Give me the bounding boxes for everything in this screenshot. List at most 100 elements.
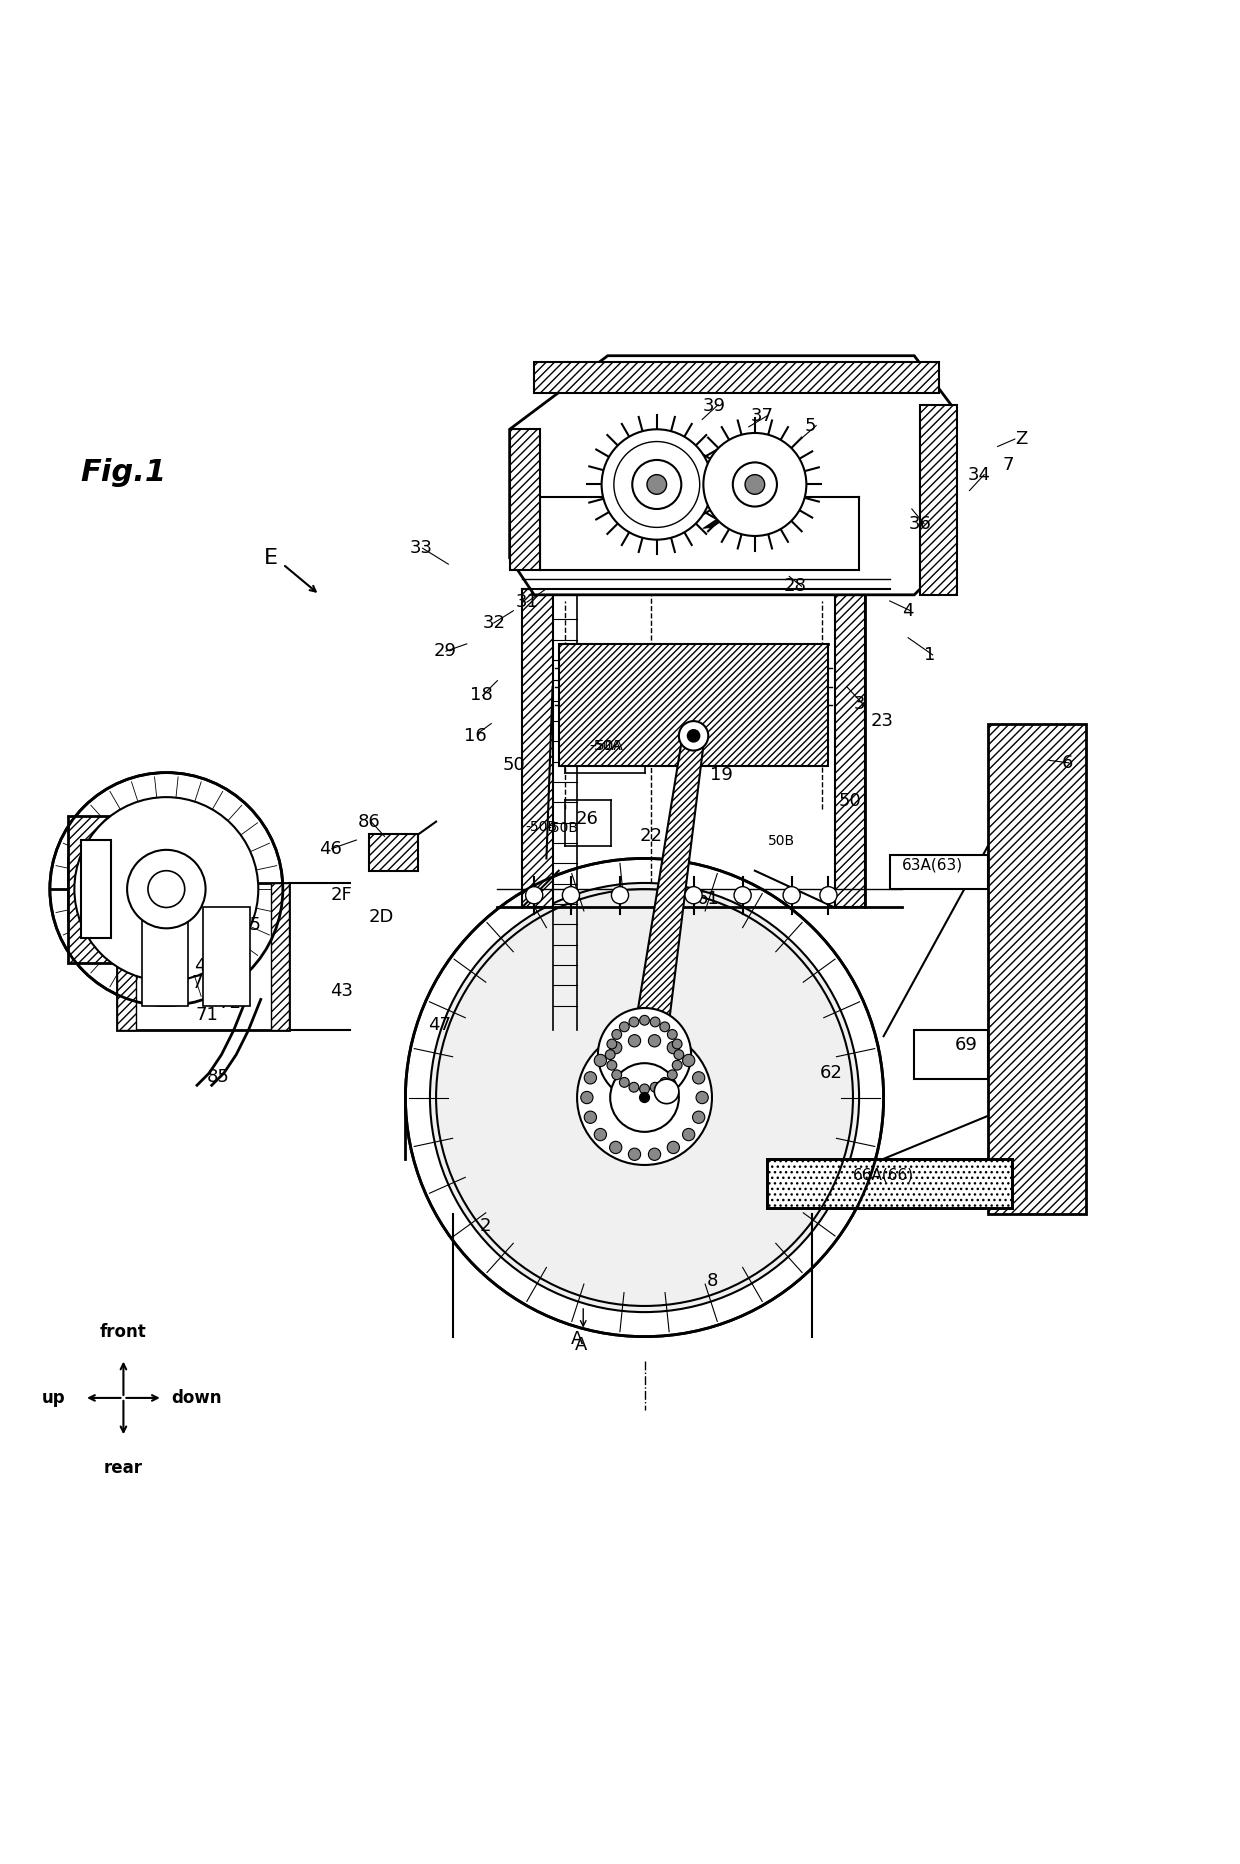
Bar <box>559 643 828 766</box>
Text: 44: 44 <box>195 958 217 975</box>
Text: A: A <box>574 1336 587 1355</box>
Text: A: A <box>570 1331 583 1348</box>
Text: up: up <box>42 1389 66 1407</box>
Circle shape <box>678 721 708 751</box>
Circle shape <box>128 850 206 928</box>
Circle shape <box>733 462 777 507</box>
Bar <box>534 362 939 393</box>
Circle shape <box>696 1092 708 1103</box>
Text: 50: 50 <box>838 792 861 809</box>
Text: -50B: -50B <box>547 820 578 835</box>
Bar <box>118 884 289 1031</box>
Polygon shape <box>510 356 951 595</box>
Text: 32: 32 <box>482 613 505 632</box>
Text: down: down <box>172 1389 222 1407</box>
Circle shape <box>584 1072 596 1085</box>
Text: 72: 72 <box>218 994 242 1012</box>
Circle shape <box>667 1042 680 1053</box>
Bar <box>368 833 418 870</box>
Text: 86: 86 <box>357 813 379 831</box>
Circle shape <box>672 1038 682 1049</box>
Polygon shape <box>627 736 704 1077</box>
Bar <box>890 856 988 889</box>
Circle shape <box>672 1061 682 1070</box>
Text: 19: 19 <box>711 766 733 785</box>
Circle shape <box>430 884 859 1312</box>
Circle shape <box>640 1085 650 1094</box>
Text: 34: 34 <box>967 466 991 483</box>
Circle shape <box>610 1141 621 1154</box>
Circle shape <box>667 1141 680 1154</box>
Text: 71: 71 <box>196 1007 218 1025</box>
Circle shape <box>629 1035 641 1048</box>
Circle shape <box>647 475 667 494</box>
Text: 46: 46 <box>319 839 342 857</box>
Text: 50B: 50B <box>769 835 795 848</box>
Circle shape <box>693 1072 704 1085</box>
Circle shape <box>584 1111 596 1124</box>
Text: 26: 26 <box>575 811 599 828</box>
Circle shape <box>682 1055 694 1066</box>
Circle shape <box>148 870 185 908</box>
Circle shape <box>526 887 543 904</box>
Text: 22: 22 <box>639 828 662 846</box>
Text: 1: 1 <box>924 647 935 664</box>
Circle shape <box>629 1148 641 1161</box>
Circle shape <box>620 1077 629 1087</box>
Circle shape <box>650 1083 660 1092</box>
Text: 3: 3 <box>853 695 864 712</box>
Circle shape <box>684 887 702 904</box>
Text: rear: rear <box>104 1460 143 1476</box>
Bar <box>768 1159 1012 1208</box>
Circle shape <box>577 1031 712 1165</box>
Text: 28: 28 <box>784 578 807 595</box>
Circle shape <box>614 442 699 528</box>
Text: 2: 2 <box>480 1217 491 1236</box>
Circle shape <box>667 1029 677 1040</box>
Bar <box>68 816 118 962</box>
Text: 45: 45 <box>238 915 262 934</box>
Text: 50: 50 <box>503 757 526 774</box>
Circle shape <box>74 798 258 980</box>
Circle shape <box>605 1049 615 1059</box>
Circle shape <box>611 1029 621 1040</box>
Circle shape <box>660 1077 670 1087</box>
Bar <box>510 429 541 570</box>
Circle shape <box>629 1018 639 1027</box>
Circle shape <box>405 859 884 1336</box>
Text: 66A(66): 66A(66) <box>853 1167 914 1182</box>
Circle shape <box>667 1070 677 1079</box>
Text: 4: 4 <box>903 602 914 619</box>
Bar <box>920 404 957 595</box>
Text: 37: 37 <box>750 406 774 425</box>
Text: 33: 33 <box>410 539 433 557</box>
Circle shape <box>598 1008 691 1102</box>
Text: 2D: 2D <box>368 908 393 926</box>
Circle shape <box>629 1083 639 1092</box>
Text: 45: 45 <box>222 938 246 956</box>
Circle shape <box>693 1111 704 1124</box>
Text: 62: 62 <box>820 1064 842 1081</box>
Text: 6: 6 <box>1061 753 1073 772</box>
Circle shape <box>703 432 806 537</box>
Circle shape <box>601 429 712 541</box>
Text: 2F: 2F <box>331 885 352 904</box>
Circle shape <box>606 1061 616 1070</box>
Bar <box>988 723 1086 1213</box>
Text: 8: 8 <box>707 1273 718 1290</box>
Circle shape <box>649 1035 661 1048</box>
Bar <box>270 884 289 1031</box>
Text: 43: 43 <box>330 982 353 999</box>
Circle shape <box>655 1079 678 1103</box>
Circle shape <box>594 1055 606 1066</box>
Circle shape <box>611 887 629 904</box>
Text: 36: 36 <box>909 514 931 533</box>
Circle shape <box>580 1092 593 1103</box>
Text: 47: 47 <box>428 1016 451 1035</box>
Text: 7: 7 <box>1003 457 1014 473</box>
Text: -50A: -50A <box>589 738 621 753</box>
Text: 39: 39 <box>703 397 725 416</box>
Text: 18: 18 <box>470 686 492 705</box>
Circle shape <box>594 1128 606 1141</box>
Circle shape <box>606 1038 616 1049</box>
